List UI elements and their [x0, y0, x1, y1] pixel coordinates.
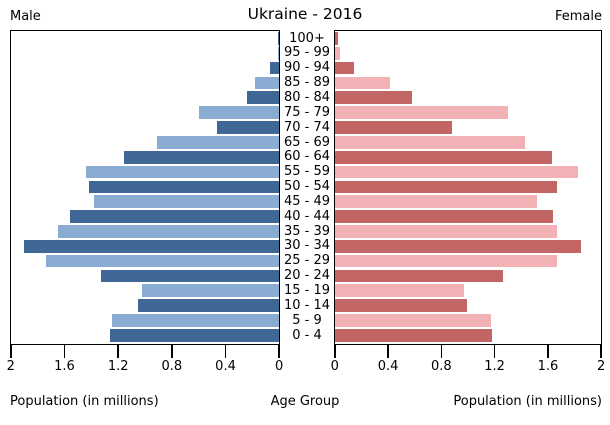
male-bar — [217, 121, 279, 134]
chart-title: Ukraine - 2016 — [247, 5, 363, 23]
female-bar — [335, 180, 558, 194]
age-group-label: 20 - 24 — [283, 268, 331, 284]
age-group-labels: 100+ 95 - 99 90 - 94 85 - 89 80 - 84 75 - 79 7… — [280, 30, 334, 345]
female-label: Female — [554, 9, 602, 24]
male-axis-tick-label: 1.6 — [54, 359, 75, 374]
male-bar — [246, 91, 279, 105]
male-panel — [10, 30, 280, 345]
female-bar — [335, 91, 413, 105]
female-bar — [335, 46, 341, 60]
male-bar — [100, 269, 279, 283]
male-axis-tick — [278, 345, 280, 358]
male-bar — [198, 106, 279, 120]
female-bar — [335, 284, 464, 298]
female-bar — [335, 165, 579, 179]
male-bar — [111, 314, 279, 327]
female-bar — [335, 61, 354, 75]
female-bar — [335, 150, 552, 164]
male-axis-tick — [117, 345, 119, 358]
age-group-label: 50 - 54 — [283, 179, 331, 195]
age-group-label: 75 - 79 — [283, 104, 331, 120]
age-group-label: 60 - 64 — [283, 149, 331, 165]
female-bar — [335, 299, 467, 313]
male-bar — [57, 225, 279, 238]
male-axis-tick — [224, 345, 227, 358]
male-bar — [269, 61, 279, 75]
male-axis-tick — [171, 345, 173, 358]
female-axis-tick-label: 0.4 — [377, 359, 399, 374]
male-bar — [45, 254, 279, 268]
female-bar — [335, 135, 526, 149]
female-axis-tick — [493, 345, 496, 358]
female-bar — [335, 225, 558, 238]
age-group-label: 45 - 49 — [283, 193, 331, 209]
female-axis-title: Population (in millions) — [453, 394, 602, 409]
female-axis-tick-label: 2 — [597, 359, 606, 374]
age-group-label: 35 - 39 — [283, 223, 331, 239]
male-bar — [110, 329, 279, 342]
age-group-label: 15 - 19 — [283, 283, 331, 298]
female-axis-tick — [334, 345, 336, 358]
age-group-label: 10 - 14 — [283, 297, 331, 313]
male-axis-tick-label: 1.2 — [107, 359, 129, 374]
age-group-label: 25 - 29 — [283, 253, 331, 269]
male-axis-title: Population (in millions) — [10, 394, 159, 409]
male-bar — [277, 46, 279, 60]
female-bar — [335, 269, 503, 283]
female-axis-tick — [547, 345, 549, 358]
age-axis-title: Age Group — [270, 394, 340, 409]
age-group-label: 95 - 99 — [283, 45, 331, 61]
male-bar — [123, 150, 279, 164]
male-axis-tick-label: 0 — [275, 359, 284, 374]
female-axis-tick-label: 1.6 — [537, 359, 559, 374]
male-axis-tick-label: 0.8 — [161, 359, 183, 374]
age-group-label: 40 - 44 — [283, 208, 331, 224]
male-bar — [69, 210, 279, 223]
female-axis-tick-label: 1.2 — [484, 359, 505, 374]
female-bar — [335, 76, 390, 90]
age-group-label: 90 - 94 — [283, 60, 331, 76]
male-bar — [24, 239, 279, 253]
male-bar — [157, 135, 279, 149]
age-group-label: 70 - 74 — [283, 119, 331, 135]
female-bar — [335, 329, 492, 342]
male-bar — [86, 165, 279, 179]
age-group-label: 55 - 59 — [283, 164, 331, 180]
male-bar — [138, 299, 279, 313]
male-bar — [254, 76, 279, 90]
female-bar — [335, 32, 338, 45]
female-bar — [335, 239, 582, 253]
age-group-label: 0 - 4 — [292, 327, 322, 343]
male-label: Male — [10, 9, 41, 24]
age-group-label: 100+ — [289, 30, 325, 46]
male-axis-tick — [10, 345, 12, 358]
age-group-label: 85 - 89 — [283, 75, 331, 91]
female-axis-tick-label: 0.8 — [431, 359, 452, 374]
male-bar — [142, 284, 279, 298]
female-axis-tick — [440, 345, 443, 358]
age-group-label: 65 - 69 — [283, 134, 331, 150]
female-panel — [334, 30, 602, 345]
male-bar — [278, 32, 279, 45]
age-group-label: 5 - 9 — [292, 312, 322, 328]
female-bar — [335, 106, 508, 120]
female-bar — [335, 314, 491, 327]
male-bar — [94, 195, 279, 209]
female-bar — [335, 195, 538, 209]
male-bar — [88, 180, 279, 194]
male-axis-tick-label: 0.4 — [215, 359, 236, 374]
age-group-label: 80 - 84 — [283, 89, 331, 105]
female-axis-tick — [387, 345, 389, 358]
female-axis-tick — [600, 345, 602, 358]
female-axis-tick-label: 0 — [330, 359, 339, 374]
age-group-label: 30 - 34 — [283, 238, 331, 254]
female-bar — [335, 254, 558, 268]
male-axis-tick-label: 2 — [6, 359, 15, 374]
female-bar — [335, 210, 554, 223]
female-bar — [335, 121, 453, 134]
male-axis-tick — [63, 345, 66, 358]
